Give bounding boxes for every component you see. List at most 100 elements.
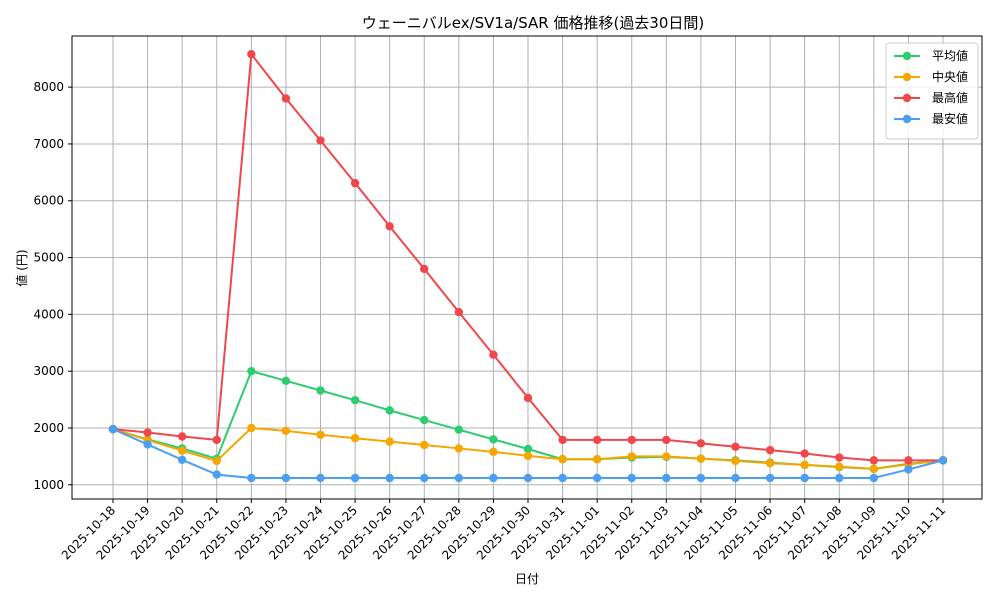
data-point [143, 440, 152, 449]
legend-item: 最安値 [894, 111, 968, 126]
data-point [247, 423, 256, 433]
y-axis-label: 値 (円) [14, 249, 29, 286]
y-ticks: 1000 2000 3000 4000 5000 6000 7000 8000 [33, 80, 72, 492]
data-point [212, 470, 221, 479]
data-point [385, 222, 394, 231]
y-tick-label: 5000 [33, 251, 64, 265]
data-point [696, 473, 706, 483]
y-tick-label: 7000 [33, 137, 64, 151]
data-point [350, 395, 360, 405]
data-point [731, 456, 740, 466]
data-point [489, 447, 498, 457]
series-layer [108, 49, 948, 483]
grid-lines [72, 36, 982, 499]
data-point [420, 473, 429, 483]
data-point [662, 473, 671, 483]
data-point [904, 456, 913, 465]
data-point [731, 442, 740, 451]
data-point [212, 435, 221, 445]
data-point [835, 473, 844, 483]
data-point [765, 459, 775, 468]
x-ticks: 2025-10-182025-10-192025-10-202025-10-21… [59, 499, 948, 562]
legend-marker [902, 93, 912, 103]
data-point [904, 465, 913, 474]
data-point [385, 437, 394, 446]
data-point [489, 435, 498, 444]
data-point [523, 444, 533, 454]
data-point [800, 449, 809, 458]
data-point [281, 473, 291, 483]
data-point [350, 473, 360, 483]
data-point [662, 452, 671, 461]
legend-marker [902, 72, 912, 82]
data-point [212, 456, 221, 466]
data-point [869, 473, 879, 483]
data-point [316, 473, 325, 483]
data-point [558, 455, 567, 464]
data-point [662, 435, 671, 445]
data-point [454, 307, 464, 317]
data-point [143, 428, 152, 437]
legend-marker [902, 114, 912, 124]
data-point [627, 452, 636, 461]
data-point [765, 445, 775, 455]
data-point [350, 178, 360, 188]
data-point [592, 455, 602, 464]
data-point [247, 366, 256, 376]
data-point [800, 460, 809, 470]
legend-label: 中央値 [932, 69, 968, 84]
data-point [869, 464, 879, 474]
legend-marker [902, 51, 912, 61]
data-point [316, 136, 325, 145]
data-point [316, 430, 325, 440]
data-point [523, 473, 533, 483]
series-3 [108, 424, 948, 483]
data-point [523, 451, 533, 461]
data-point [558, 435, 567, 445]
y-tick-label: 8000 [33, 80, 64, 94]
data-point [281, 376, 291, 386]
data-point [454, 425, 464, 434]
legend-label: 平均値 [932, 48, 968, 63]
data-point [385, 473, 394, 483]
plot-frame [71, 35, 983, 500]
data-point [835, 462, 844, 471]
y-tick-label: 2000 [33, 421, 64, 435]
data-point [489, 473, 498, 483]
data-point [177, 432, 187, 441]
data-point [177, 455, 187, 465]
legend-item: 中央値 [894, 69, 968, 84]
data-point [523, 393, 533, 403]
data-point [592, 473, 602, 483]
chart-title: ウェーニバルex/SV1a/SAR 価格推移(過去30日間) [362, 14, 705, 32]
data-point [489, 350, 498, 359]
data-point [800, 473, 809, 483]
data-point [420, 264, 429, 274]
data-point [835, 453, 844, 462]
data-point [558, 473, 567, 483]
legend-box [885, 42, 979, 140]
x-axis-label: 日付 [515, 572, 539, 586]
data-point [454, 473, 464, 483]
data-point [108, 424, 118, 434]
legend-label: 最安値 [932, 111, 968, 126]
data-point [731, 473, 740, 483]
data-point [627, 473, 636, 483]
legend-item: 最高値 [894, 90, 968, 105]
y-tick-label: 6000 [33, 194, 64, 208]
data-point [592, 435, 602, 445]
data-point [281, 426, 291, 436]
data-point [177, 446, 187, 455]
y-tick-label: 4000 [33, 307, 64, 321]
data-point [869, 456, 879, 465]
data-point [765, 473, 775, 483]
legend-item: 平均値 [894, 48, 968, 63]
data-point [247, 473, 256, 483]
data-point [281, 94, 291, 103]
data-point [316, 386, 325, 395]
data-point [454, 444, 464, 453]
data-point [350, 434, 360, 443]
